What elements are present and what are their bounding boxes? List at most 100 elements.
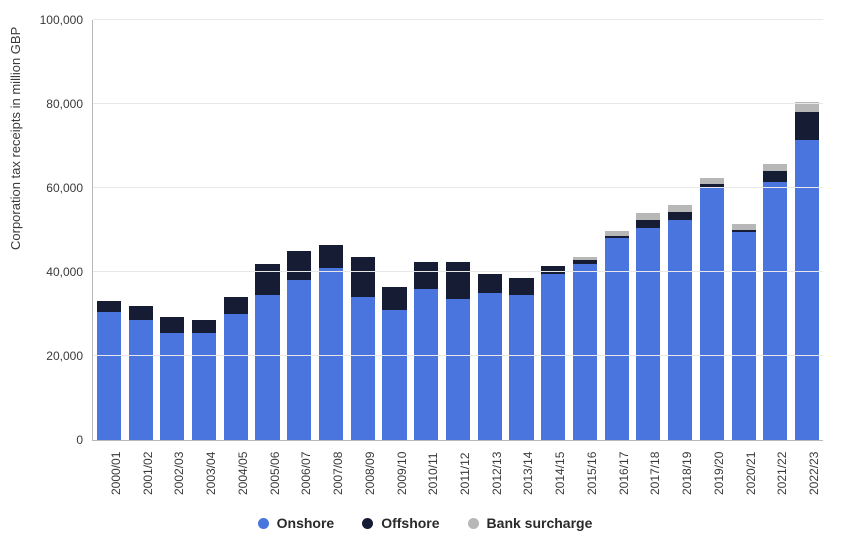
y-axis-tick: 100,000 <box>40 13 93 27</box>
x-axis-tick: 2001/02 <box>141 452 155 495</box>
bar-segment-onshore[interactable] <box>351 297 375 440</box>
bar-segment-onshore[interactable] <box>605 238 629 440</box>
x-axis-tick: 2013/14 <box>521 452 535 495</box>
y-axis-tick: 60,000 <box>46 181 93 195</box>
x-axis-tick: 2009/10 <box>395 452 409 495</box>
bar-slot: 2017/18 <box>633 20 665 440</box>
bar-segment-onshore[interactable] <box>636 228 660 440</box>
bar-segment-offshore[interactable] <box>129 306 153 321</box>
bar-segment-onshore[interactable] <box>795 140 819 440</box>
bar-stack[interactable] <box>509 278 533 440</box>
bar-stack[interactable] <box>541 266 565 440</box>
bar-segment-bank[interactable] <box>763 164 787 171</box>
bar-slot: 2006/07 <box>283 20 315 440</box>
bar-stack[interactable] <box>192 320 216 440</box>
bar-segment-offshore[interactable] <box>795 112 819 139</box>
bar-stack[interactable] <box>446 262 470 440</box>
x-axis-tick: 2019/20 <box>712 452 726 495</box>
x-axis-tick: 2016/17 <box>617 452 631 495</box>
x-axis-tick: 2015/16 <box>585 452 599 495</box>
bar-segment-offshore[interactable] <box>192 320 216 333</box>
gridline <box>93 355 823 356</box>
bar-stack[interactable] <box>700 178 724 440</box>
bar-stack[interactable] <box>732 224 756 440</box>
bar-segment-offshore[interactable] <box>668 212 692 219</box>
bar-segment-onshore[interactable] <box>97 312 121 440</box>
bar-stack[interactable] <box>97 301 121 440</box>
bar-slot: 2008/09 <box>347 20 379 440</box>
bar-stack[interactable] <box>160 317 184 440</box>
bar-segment-offshore[interactable] <box>97 301 121 312</box>
bar-segment-offshore[interactable] <box>509 278 533 295</box>
x-axis-tick: 2003/04 <box>204 452 218 495</box>
bar-stack[interactable] <box>605 231 629 440</box>
bar-segment-onshore[interactable] <box>573 264 597 440</box>
legend-label: Offshore <box>381 515 439 531</box>
bar-segment-offshore[interactable] <box>382 287 406 310</box>
bar-segment-offshore[interactable] <box>541 266 565 274</box>
bar-segment-onshore[interactable] <box>509 295 533 440</box>
bar-stack[interactable] <box>351 257 375 440</box>
plot-area: 2000/012001/022002/032003/042004/052005/… <box>92 20 823 441</box>
bar-stack[interactable] <box>287 251 311 440</box>
gridline <box>93 187 823 188</box>
bar-segment-offshore[interactable] <box>478 274 502 293</box>
bar-slot: 2009/10 <box>379 20 411 440</box>
y-axis-tick: 0 <box>76 433 93 447</box>
bar-stack[interactable] <box>129 306 153 440</box>
bar-stack[interactable] <box>763 164 787 440</box>
bar-segment-onshore[interactable] <box>732 232 756 440</box>
bar-stack[interactable] <box>668 205 692 440</box>
bar-segment-offshore[interactable] <box>763 171 787 182</box>
bar-segment-onshore[interactable] <box>224 314 248 440</box>
bar-stack[interactable] <box>573 257 597 440</box>
bar-segment-onshore[interactable] <box>668 220 692 441</box>
bar-segment-offshore[interactable] <box>636 220 660 228</box>
x-axis-tick: 2022/23 <box>807 452 821 495</box>
bar-slot: 2019/20 <box>696 20 728 440</box>
bar-segment-bank[interactable] <box>636 213 660 221</box>
x-axis-tick: 2012/13 <box>490 452 504 495</box>
bar-segment-onshore[interactable] <box>763 182 787 440</box>
legend-swatch-icon <box>258 518 269 529</box>
bar-segment-offshore[interactable] <box>446 262 470 300</box>
bar-stack[interactable] <box>255 264 279 440</box>
bar-segment-onshore[interactable] <box>541 274 565 440</box>
chart-container: Corporation tax receipts in million GBP … <box>0 0 850 539</box>
bar-segment-onshore[interactable] <box>414 289 438 440</box>
bar-segment-onshore[interactable] <box>478 293 502 440</box>
bar-segment-offshore[interactable] <box>414 262 438 289</box>
bar-segment-bank[interactable] <box>668 205 692 213</box>
bar-segment-onshore[interactable] <box>255 295 279 440</box>
bar-segment-onshore[interactable] <box>382 310 406 440</box>
bar-segment-offshore[interactable] <box>160 317 184 333</box>
bar-segment-onshore[interactable] <box>129 320 153 440</box>
bar-segment-onshore[interactable] <box>446 299 470 440</box>
bar-segment-onshore[interactable] <box>700 188 724 440</box>
legend-item-onshore[interactable]: Onshore <box>258 515 335 531</box>
bar-segment-onshore[interactable] <box>192 333 216 440</box>
x-axis-tick: 2020/21 <box>744 452 758 495</box>
bar-stack[interactable] <box>414 262 438 440</box>
bars-layer: 2000/012001/022002/032003/042004/052005/… <box>93 20 823 440</box>
bar-stack[interactable] <box>636 213 660 440</box>
y-axis-tick: 20,000 <box>46 349 93 363</box>
bar-stack[interactable] <box>382 287 406 440</box>
bar-segment-offshore[interactable] <box>224 297 248 314</box>
bar-stack[interactable] <box>478 274 502 440</box>
bar-stack[interactable] <box>319 245 343 440</box>
bar-slot: 2011/12 <box>442 20 474 440</box>
legend-item-bank[interactable]: Bank surcharge <box>468 515 593 531</box>
bar-segment-onshore[interactable] <box>319 268 343 440</box>
bar-slot: 2013/14 <box>506 20 538 440</box>
bar-segment-onshore[interactable] <box>160 333 184 440</box>
legend-item-offshore[interactable]: Offshore <box>362 515 439 531</box>
bar-segment-offshore[interactable] <box>319 245 343 268</box>
bar-slot: 2002/03 <box>156 20 188 440</box>
bar-stack[interactable] <box>224 297 248 440</box>
bar-segment-onshore[interactable] <box>287 280 311 440</box>
bar-slot: 2010/11 <box>410 20 442 440</box>
bar-segment-offshore[interactable] <box>351 257 375 297</box>
bar-segment-offshore[interactable] <box>287 251 311 280</box>
bar-segment-offshore[interactable] <box>255 264 279 296</box>
